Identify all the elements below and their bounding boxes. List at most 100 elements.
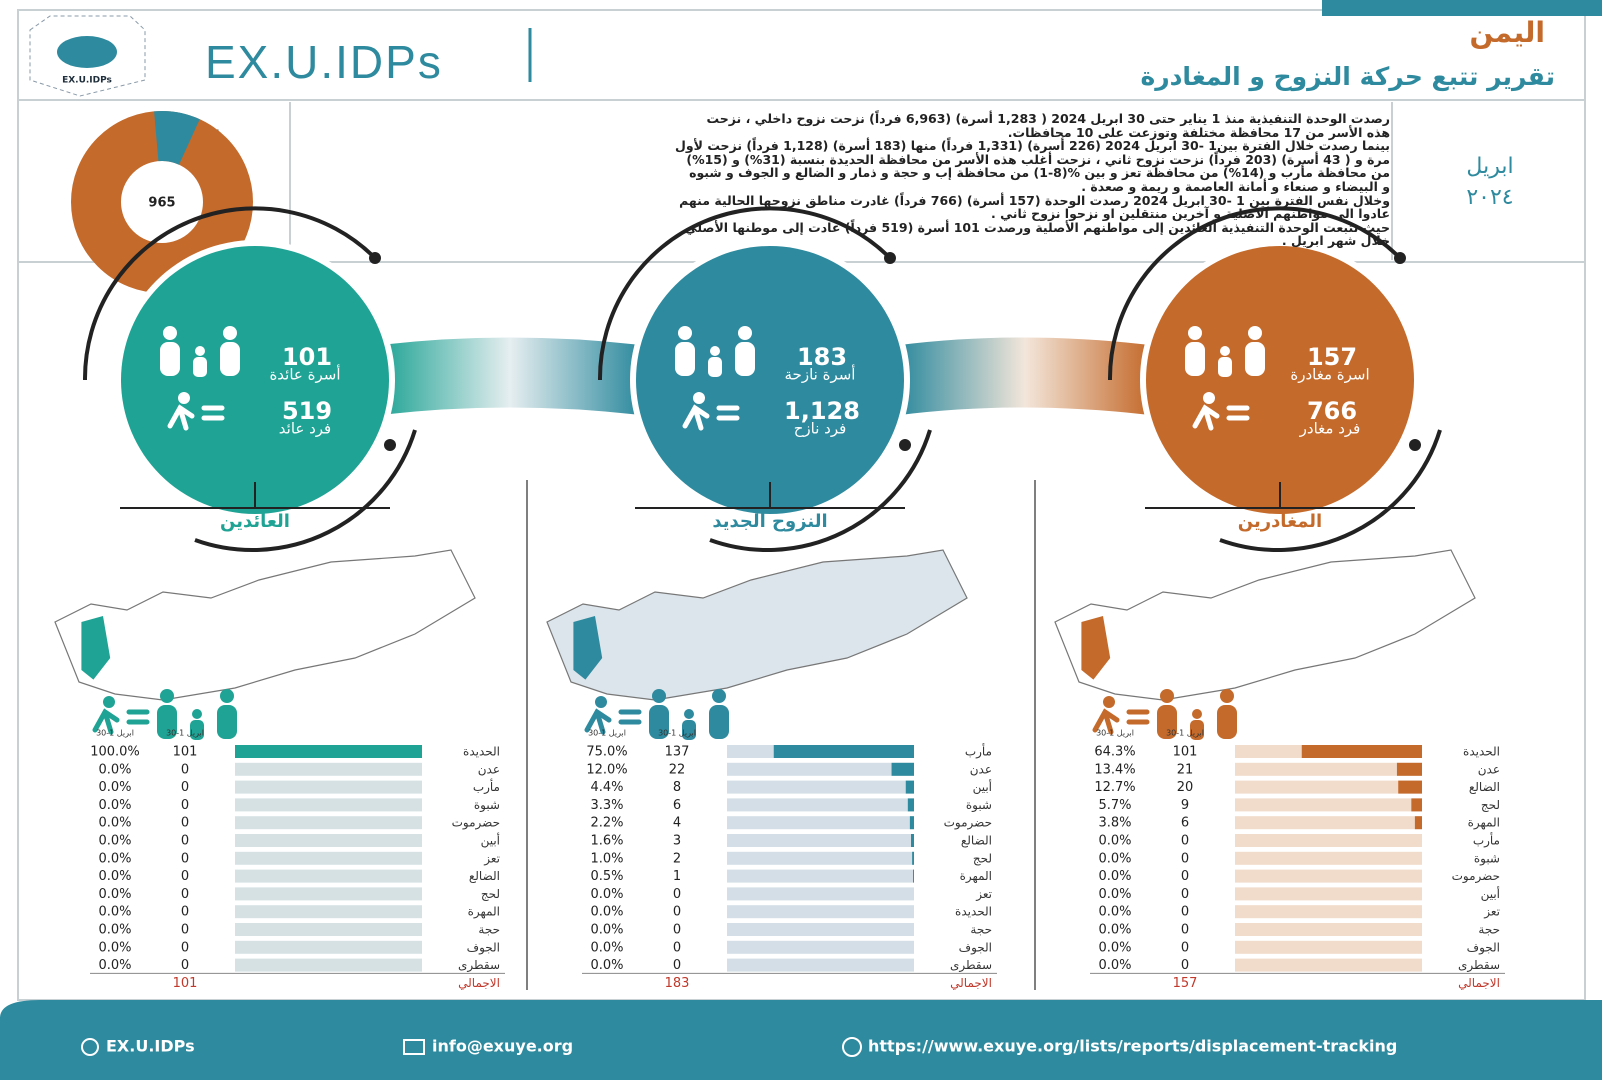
icon [595,696,607,708]
families-count: 101 [173,745,198,760]
bar-track [1235,780,1422,794]
bar-track [727,869,914,883]
families-count: 0 [1181,851,1189,866]
families-count: 1 [673,869,681,884]
map [1054,549,1476,701]
icon [178,392,190,404]
icon [217,705,237,739]
icon [1203,392,1215,404]
bar-track [235,940,422,954]
section-title: النزوح الجديد [712,511,827,532]
icon [220,342,240,376]
families-label: أسرة عائدة [269,365,340,384]
governorate: تعز [975,887,992,902]
families-value: 101 [282,343,332,371]
governorate: مأرب [473,778,500,795]
icon [1185,342,1205,376]
section-title: العائدين [220,511,290,532]
percent-label: 0.0% [1098,958,1131,973]
mail-icon [403,1039,425,1055]
summary-line: بينما رصدت خلال الفترة بين1 -30 ابريل 20… [675,138,1390,154]
percent-label: 0.0% [98,834,131,849]
ring-dot [384,439,396,451]
icon [1157,705,1177,739]
bar-track [1235,798,1422,812]
families-count: 0 [181,923,189,938]
emergency-donut-slice [71,111,253,293]
stat-circle [1146,246,1414,514]
total-value: 101 [173,976,198,991]
percent-label: 0.0% [590,923,623,938]
bar-track [1235,834,1422,847]
summary: رصدت الوحدة التنفيذية منذ 1 يناير حتى 30… [300,112,1390,248]
icon [652,689,666,703]
icon [220,689,234,703]
governorate: الجوف [1467,940,1500,955]
governorate: حضرموت [944,816,992,831]
icon [675,342,695,376]
bar [909,816,914,830]
families-count: 0 [673,958,681,973]
percent-label: 0.0% [1098,851,1131,866]
column-header: ابريل 1-30 [1096,729,1134,738]
icon [684,709,694,719]
icon [1188,326,1202,340]
bar-track [727,816,914,830]
period-year: ٢٠٢٤ [1466,185,1513,210]
icon [712,689,726,703]
percent-label: 0.0% [590,958,623,973]
icon [103,696,115,708]
individuals-value: 519 [282,397,332,425]
governorate: مأرب [1473,832,1500,849]
icon [192,709,202,719]
families-count: 0 [1181,869,1189,884]
map-highlight [1081,616,1111,680]
bar-track [235,887,422,901]
governorate: المهرة [468,905,500,920]
individuals-label: فرد عائد [279,420,331,438]
copyright-icon [81,1038,99,1056]
icon [1192,709,1202,719]
families-count: 8 [673,780,681,795]
percent-label: 1.0% [590,851,623,866]
icon [649,705,669,739]
percent-label: 0.0% [98,816,131,831]
bar [1301,745,1422,758]
individuals-label: فرد نازح [794,420,847,438]
icon [710,346,720,356]
column-header: ابريل 1-30 [96,729,134,738]
percent-label: 0.0% [590,905,623,920]
percent-label: 0.0% [98,940,131,955]
bar [773,745,914,758]
icon [1103,696,1115,708]
governorate: الضالع [961,834,992,848]
governorate: حجة [1478,923,1500,937]
icon [682,404,740,431]
governorate: عدن [478,762,500,776]
section-title: المغادرين [1238,511,1322,532]
percent-label: 0.0% [98,905,131,920]
icon [160,689,174,703]
governorate: المهرة [1468,816,1500,831]
percent-label: 0.5% [590,869,623,884]
icon [1220,346,1230,356]
icon [163,326,177,340]
summary-line: وخلال نفس الفترة بين 1 -30 ابريل 2024 رص… [679,192,1390,208]
bar-track [727,834,914,847]
governorate: تعز [483,851,500,866]
bar [913,869,914,883]
governorate: الحديدة [955,905,992,919]
country: اليمن [1469,16,1545,49]
footer-band [0,1000,1602,1080]
total-label: الاجمالي [458,976,500,990]
bar-track [235,834,422,847]
governorate: لحج [481,887,500,901]
families-count: 0 [181,834,189,849]
ring [82,206,377,381]
percent-label: 0.0% [1098,869,1131,884]
map [54,549,476,701]
bar-track [727,905,914,919]
governorate: أبين [973,779,992,795]
icon [682,720,696,740]
bar [235,745,422,758]
